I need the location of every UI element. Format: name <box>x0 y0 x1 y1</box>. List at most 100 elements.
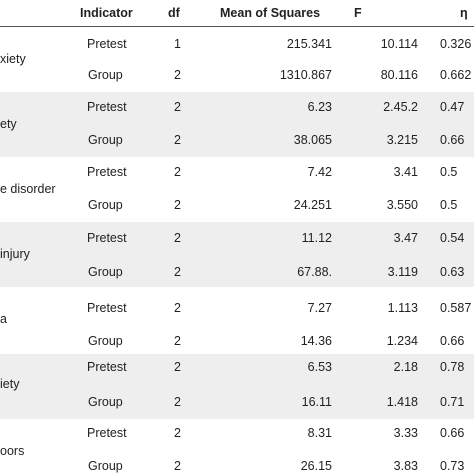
cell-indicator: Pretest <box>87 37 127 51</box>
table-row: Group 2 14.36 1.234 0.66 <box>0 320 474 352</box>
group-name: ety <box>0 117 17 131</box>
cell-eta: 0.587 <box>440 301 472 315</box>
cell-mean-squares: 1310.867 <box>279 68 332 82</box>
cell-df: 2 <box>174 459 181 473</box>
cell-mean-squares: 67.88. <box>297 265 332 279</box>
table-row: Pretest 2 6.53 2.18 0.78 <box>0 354 474 386</box>
cell-indicator: Group <box>88 459 123 473</box>
header-mean-squares: Mean of Squares <box>220 6 321 20</box>
cell-f: 3.119 <box>387 265 418 279</box>
table-group: e disorder Pretest 2 7.42 3.41 0.5 Group… <box>0 157 474 222</box>
cell-f: 3.550 <box>386 198 418 212</box>
cell-indicator: Group <box>88 133 123 147</box>
cell-mean-squares: 7.42 <box>307 165 332 179</box>
cell-mean-squares: 6.23 <box>307 100 332 114</box>
table-row: Group 2 67.88. 3.119 0.63 <box>0 255 474 287</box>
cell-f: 1.418 <box>386 395 418 409</box>
cell-indicator: Group <box>88 68 123 82</box>
cell-eta: 0.78 <box>440 360 465 374</box>
cell-indicator: Pretest <box>87 231 127 245</box>
cell-eta: 0.66 <box>440 426 465 440</box>
table-row: Pretest 2 7.27 1.113 0.587 <box>0 287 474 319</box>
cell-eta: 0.66 <box>440 133 465 147</box>
cell-f: 3.83 <box>393 459 418 473</box>
cell-eta: 0.73 <box>440 459 465 473</box>
cell-df: 2 <box>174 231 181 245</box>
cell-indicator: Group <box>88 395 123 409</box>
table-row: Pretest 1 215.341 10.114 0.326 <box>0 27 474 59</box>
cell-mean-squares: 7.27 <box>307 301 332 315</box>
header-eta: η <box>460 6 468 20</box>
table-group: oors Pretest 2 8.31 3.33 0.66 Group 2 26… <box>0 419 474 474</box>
cell-mean-squares: 6.53 <box>307 360 332 374</box>
cell-mean-squares: 215.341 <box>286 37 332 51</box>
table-group: a Pretest 2 7.27 1.113 0.587 Group 2 14.… <box>0 287 474 352</box>
cell-eta: 0.5 <box>440 198 458 212</box>
cell-f: 80.116 <box>380 68 418 82</box>
cell-f: 3.215 <box>386 133 418 147</box>
table-row: Group 2 16.11 1.418 0.71 <box>0 387 474 419</box>
cell-f: 1.113 <box>387 301 418 315</box>
group-name: xiety <box>0 52 26 66</box>
cell-f: 3.47 <box>393 231 418 245</box>
table-header: Indicator df Mean of Squares F η <box>0 0 474 27</box>
cell-eta: 0.326 <box>440 37 472 51</box>
cell-f: 1.234 <box>386 334 418 348</box>
cell-eta: 0.662 <box>440 68 472 82</box>
cell-eta: 0.47 <box>440 100 465 114</box>
cell-df: 2 <box>174 165 181 179</box>
group-name: e disorder <box>0 182 56 196</box>
cell-f: 10.114 <box>380 37 418 51</box>
cell-df: 2 <box>174 426 181 440</box>
cell-mean-squares: 38.065 <box>293 133 332 147</box>
table-row: Pretest 2 6.23 2.45.2 0.47 <box>0 92 474 124</box>
table-row: Group 2 26.15 3.83 0.73 <box>0 449 474 474</box>
table-row: Group 2 38.065 3.215 0.66 <box>0 125 474 157</box>
table-group: injury Pretest 2 11.12 3.47 0.54 Group 2… <box>0 222 474 287</box>
cell-indicator: Group <box>88 198 123 212</box>
cell-df: 2 <box>174 301 181 315</box>
cell-f: 3.41 <box>393 165 418 179</box>
header-f: F <box>354 6 362 20</box>
group-name: oors <box>0 444 25 458</box>
cell-df: 2 <box>174 334 181 348</box>
cell-df: 1 <box>174 37 181 51</box>
cell-indicator: Pretest <box>87 301 127 315</box>
cell-f: 3.33 <box>393 426 418 440</box>
table-group: iety Pretest 2 6.53 2.18 0.78 Group 2 16… <box>0 354 474 419</box>
cell-mean-squares: 8.31 <box>307 426 332 440</box>
cell-df: 2 <box>174 100 181 114</box>
cell-df: 2 <box>174 198 181 212</box>
header-df: df <box>168 6 180 20</box>
cell-f: 2.18 <box>393 360 418 374</box>
cell-indicator: Pretest <box>87 360 127 374</box>
cell-eta: 0.63 <box>440 265 465 279</box>
table-row: Group 2 1310.867 80.116 0.662 <box>0 60 474 92</box>
cell-indicator: Pretest <box>87 165 127 179</box>
cell-f: 2.45.2 <box>383 100 418 114</box>
table-row: Pretest 2 8.31 3.33 0.66 <box>0 419 474 447</box>
cell-indicator: Pretest <box>87 100 127 114</box>
cell-df: 2 <box>174 133 181 147</box>
cell-indicator: Pretest <box>87 426 127 440</box>
table-group: xiety Pretest 1 215.341 10.114 0.326 Gro… <box>0 27 474 92</box>
group-name: a <box>0 312 7 326</box>
cell-mean-squares: 16.11 <box>301 395 332 409</box>
group-name: iety <box>0 377 20 391</box>
table-group: ety Pretest 2 6.23 2.45.2 0.47 Group 2 3… <box>0 92 474 157</box>
cell-eta: 0.5 <box>440 165 458 179</box>
cell-eta: 0.71 <box>440 395 465 409</box>
cell-mean-squares: 14.36 <box>300 334 332 348</box>
table-row: Pretest 2 11.12 3.47 0.54 <box>0 222 474 254</box>
cell-df: 2 <box>174 265 181 279</box>
cell-mean-squares: 11.12 <box>301 231 332 245</box>
header-indicator: Indicator <box>80 6 133 20</box>
cell-eta: 0.54 <box>440 231 465 245</box>
table-row: Group 2 24.251 3.550 0.5 <box>0 190 474 222</box>
cell-df: 2 <box>174 68 181 82</box>
cell-eta: 0.66 <box>440 334 465 348</box>
cell-mean-squares: 26.15 <box>300 459 332 473</box>
cell-indicator: Group <box>88 334 123 348</box>
cell-df: 2 <box>174 360 181 374</box>
